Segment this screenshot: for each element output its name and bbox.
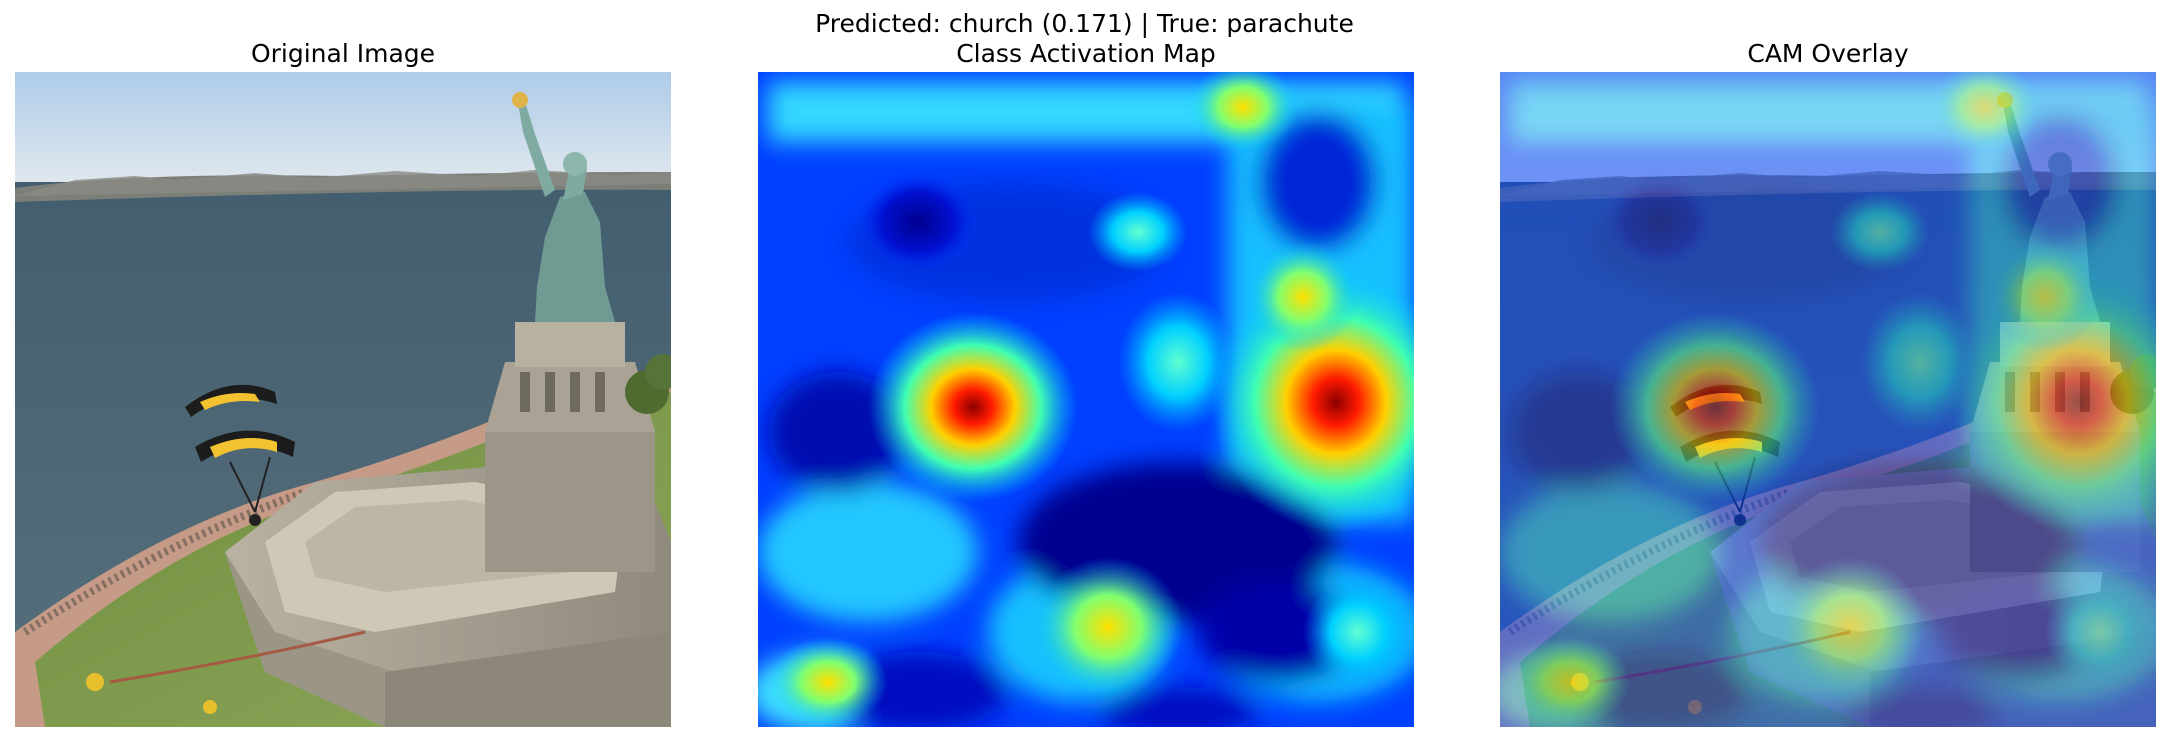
cam-overlay-graphic [1500,72,2156,727]
cam-heatmap-graphic [758,72,1414,727]
panel-title-cam: Class Activation Map [956,39,1216,68]
cam-overlay [1500,72,2156,727]
panel-title-original: Original Image [250,39,436,68]
figure-suptitle: Predicted: church (0.171) | True: parach… [815,9,1354,38]
original-image-graphic [15,72,671,727]
original-image [15,72,671,727]
class-activation-map [758,72,1414,727]
panel-title-overlay: CAM Overlay [1747,39,1909,68]
